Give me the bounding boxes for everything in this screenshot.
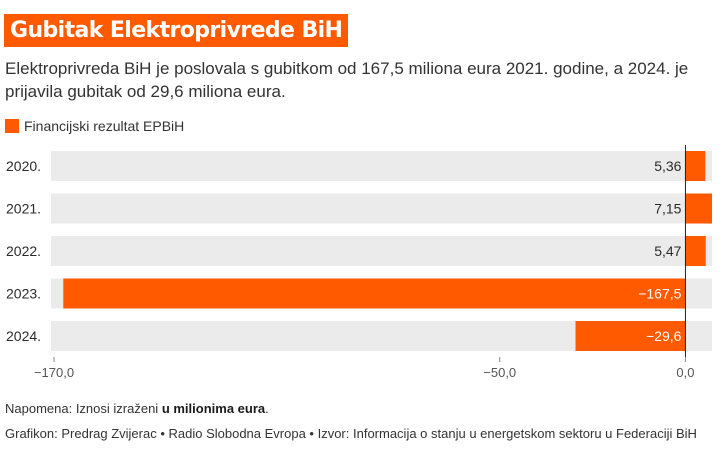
- chart-subtitle: Elektroprivreda BiH je poslovala s gubit…: [5, 59, 689, 101]
- data-label: 7,15: [654, 201, 681, 217]
- credits: Grafikon: Predrag Zvijerac • Radio Slobo…: [5, 426, 697, 441]
- chart-title: Gubitak Elektroprivrede BiH: [10, 18, 343, 43]
- x-tick-label: −170,0: [34, 365, 74, 380]
- note-bold: u milionima eura: [161, 401, 266, 416]
- note: Napomena: Iznosi izraženi u milionima eu…: [5, 401, 269, 416]
- bar-track: [51, 151, 712, 181]
- bar: [685, 151, 706, 181]
- note-prefix: Napomena: Iznosi izraženi: [5, 401, 162, 416]
- bar-track: [51, 193, 712, 224]
- category-label: 2024.: [6, 328, 41, 344]
- legend-swatch: [5, 119, 19, 133]
- category-label: 2021.: [6, 201, 41, 217]
- bar-chart: 2020. 5,36 2021. 7,15 2022. 5,47 2023. −167,5 20…: [6, 145, 712, 380]
- data-label: −167,5: [638, 286, 681, 302]
- bar: [575, 321, 686, 351]
- category-label: 2023.: [6, 286, 41, 302]
- category-label: 2022.: [6, 243, 41, 259]
- data-label: −29,6: [646, 328, 682, 344]
- bar: [63, 278, 686, 309]
- x-tick-label: 0,0: [676, 365, 694, 380]
- bar-track: [51, 236, 712, 266]
- data-label: 5,47: [654, 243, 681, 259]
- legend: Financijski rezultat EPBiH: [5, 118, 184, 134]
- x-tick-label: −50,0: [483, 365, 516, 380]
- category-label: 2020.: [6, 158, 41, 174]
- bar: [685, 236, 706, 266]
- note-suffix: .: [265, 401, 269, 416]
- legend-label: Financijski rezultat EPBiH: [24, 118, 185, 134]
- bar: [685, 193, 712, 224]
- title-banner: Gubitak Elektroprivrede BiH: [4, 14, 349, 47]
- data-label: 5,36: [654, 158, 681, 174]
